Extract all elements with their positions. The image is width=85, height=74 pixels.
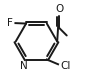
Text: Cl: Cl <box>61 61 71 71</box>
Text: F: F <box>7 18 13 28</box>
Text: O: O <box>56 4 64 14</box>
Text: N: N <box>20 61 28 71</box>
